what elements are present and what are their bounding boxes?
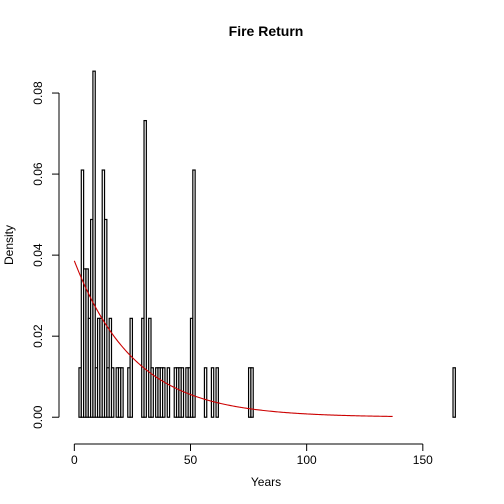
y-tick-label: 0.06 xyxy=(31,162,45,186)
density-curve-layer xyxy=(73,260,393,417)
histogram-bar xyxy=(143,119,147,418)
y-tick-label: 0.00 xyxy=(31,405,45,429)
x-tick-label: 100 xyxy=(297,453,317,467)
exponential-fit-curve xyxy=(73,260,393,417)
histogram-bar xyxy=(120,367,124,418)
histogram-bar xyxy=(192,169,196,418)
histogram-bar xyxy=(250,367,254,418)
histogram-bar xyxy=(215,367,219,418)
histogram-bar xyxy=(210,367,215,418)
histogram-bar xyxy=(180,367,185,418)
histogram-bar xyxy=(129,317,134,418)
x-axis-label: Years xyxy=(251,475,281,489)
histogram-bars xyxy=(78,70,456,418)
x-axis: 0 50 100 150 xyxy=(71,443,433,467)
histogram-bar xyxy=(150,367,154,418)
y-axis: 0.00 0.02 0.04 0.06 0.08 xyxy=(31,81,60,429)
histogram-bar xyxy=(162,367,166,418)
histogram-bar xyxy=(103,218,108,418)
x-tick-label: 0 xyxy=(71,453,78,467)
histogram-bar xyxy=(452,367,456,418)
y-tick-label: 0.02 xyxy=(31,324,45,348)
y-tick-label: 0.08 xyxy=(31,81,45,105)
histogram-bar xyxy=(166,367,171,418)
histogram-bar xyxy=(110,367,115,418)
y-tick-label: 0.04 xyxy=(31,243,45,267)
chart-title: Fire Return xyxy=(229,23,304,39)
histogram-bar xyxy=(92,70,96,418)
y-axis-label: Density xyxy=(2,225,16,265)
x-tick-label: 150 xyxy=(413,453,433,467)
histogram-bar xyxy=(203,367,208,418)
x-tick-label: 50 xyxy=(184,453,198,467)
